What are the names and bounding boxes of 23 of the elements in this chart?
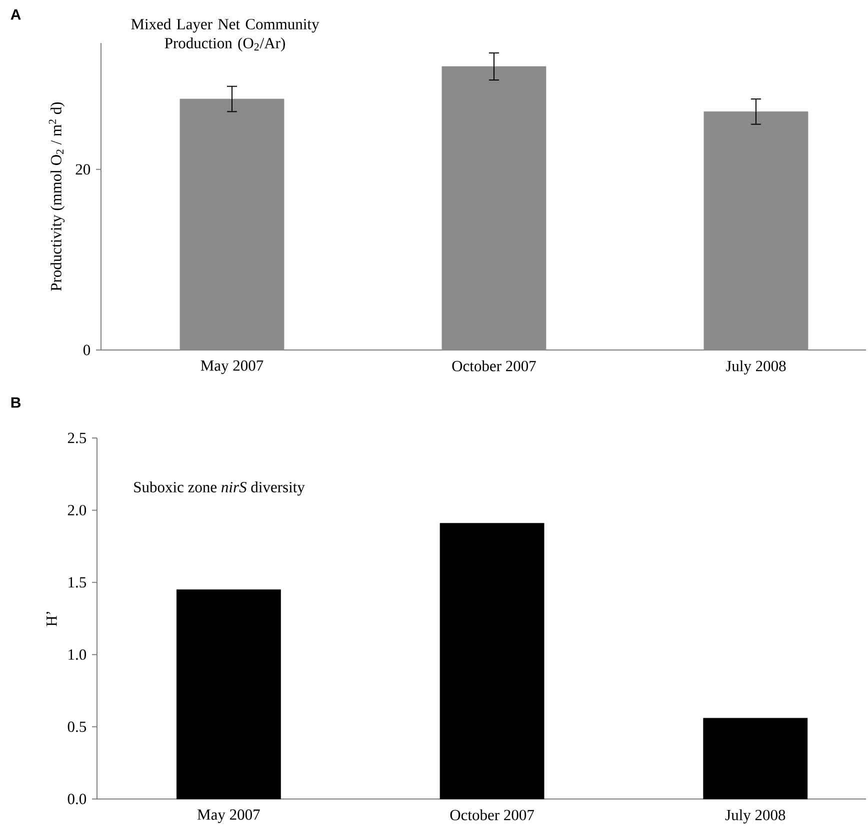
y-axis-title: H’ bbox=[46, 612, 57, 626]
y-tick-label: 0.5 bbox=[68, 722, 86, 732]
x-tick-label: July 2008 bbox=[725, 809, 786, 824]
bar bbox=[703, 718, 808, 800]
text: A bbox=[10, 9, 21, 20]
x-tick-label: May 2007 bbox=[200, 360, 264, 374]
y-tick-label: 20 bbox=[76, 164, 90, 175]
annotation: Suboxic zone nirS diversity bbox=[134, 481, 305, 496]
y-axis-title: Productivity (mmol O$_{2}$ / m$^{2}$ d) bbox=[48, 102, 65, 291]
text: B bbox=[11, 397, 21, 408]
bar bbox=[176, 589, 281, 800]
y-tick-label: 2.0 bbox=[68, 504, 86, 516]
x-tick-label: July 2008 bbox=[726, 360, 786, 374]
y-tick-label: 0.0 bbox=[68, 794, 86, 804]
y-tick-label: 1.5 bbox=[68, 577, 86, 588]
x-tick-label: October 2007 bbox=[452, 360, 536, 372]
y-tick-label: 0 bbox=[83, 344, 90, 356]
bar bbox=[440, 522, 544, 800]
y-tick-label: 2.5 bbox=[68, 432, 86, 444]
x-tick-label: May 2007 bbox=[197, 809, 260, 824]
chart-title: Mixed Layer Net Community Production (O$_{2}$/Ar) bbox=[131, 18, 320, 52]
x-tick-label: October 2007 bbox=[450, 809, 534, 820]
y-tick-label: 1.0 bbox=[68, 649, 86, 660]
